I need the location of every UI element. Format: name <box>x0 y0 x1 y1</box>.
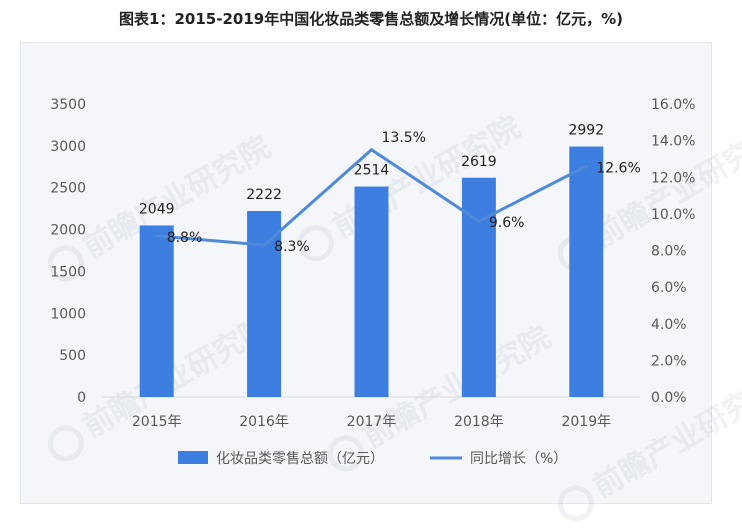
y-right-tick-label: 16.0% <box>651 97 695 113</box>
bar-value-label: 2222 <box>246 187 282 203</box>
growth-point <box>477 219 481 223</box>
y-right-tick-label: 6.0% <box>651 280 687 296</box>
x-tick-label: 2018年 <box>454 414 504 430</box>
legend-bar-swatch <box>178 451 208 464</box>
legend-bar-label: 化妆品类零售总额（亿元） <box>216 451 384 467</box>
x-tick-label: 2019年 <box>561 414 611 430</box>
growth-point <box>584 164 588 168</box>
line-value-label: 8.8% <box>167 230 203 246</box>
bar <box>139 225 174 397</box>
y-left-tick-label: 1000 <box>50 306 86 322</box>
growth-point <box>262 243 266 247</box>
y-right-tick-label: 0.0% <box>651 390 687 406</box>
y-right-tick-label: 10.0% <box>651 207 695 223</box>
y-left-tick-label: 2000 <box>50 223 86 239</box>
x-tick-label: 2015年 <box>132 414 182 430</box>
legend-line-label: 同比增长（%） <box>470 451 567 467</box>
y-left-tick-label: 0 <box>77 390 86 406</box>
x-tick-label: 2017年 <box>347 414 397 430</box>
bar-value-label: 2514 <box>354 163 390 179</box>
line-value-label: 9.6% <box>489 215 525 231</box>
bar-value-label: 2619 <box>461 154 497 170</box>
bar-value-label: 2049 <box>139 201 175 217</box>
line-value-label: 13.5% <box>382 130 426 146</box>
bar <box>354 186 389 397</box>
chart-title: 图表1：2015-2019年中国化妆品类零售总额及增长情况(单位：亿元，%) <box>119 10 623 28</box>
growth-point <box>370 148 373 152</box>
y-right-tick-label: 14.0% <box>651 134 695 150</box>
y-right-tick-label: 4.0% <box>651 317 687 333</box>
line-value-label: 8.3% <box>274 239 310 255</box>
bar <box>247 210 282 397</box>
y-left-tick-label: 2500 <box>50 181 86 197</box>
growth-point <box>155 234 159 238</box>
y-left-tick-label: 1500 <box>50 264 86 280</box>
combo-chart: 0 500 1000 1500 2000 2500 3000 3500 0.0% 2.0% 4.0%… <box>50 97 695 467</box>
y-right-tick-label: 2.0% <box>651 353 687 369</box>
bar-value-label: 2992 <box>568 123 604 139</box>
bar <box>461 177 496 397</box>
y-left-tick-label: 3500 <box>50 97 86 113</box>
y-left-tick-label: 500 <box>59 348 86 364</box>
line-value-label: 12.6% <box>596 160 640 176</box>
bar <box>569 146 604 397</box>
y-left-tick-label: 3000 <box>50 139 86 155</box>
y-right-tick-label: 12.0% <box>651 170 695 186</box>
x-tick-label: 2016年 <box>239 414 289 430</box>
y-right-tick-label: 8.0% <box>651 244 687 260</box>
